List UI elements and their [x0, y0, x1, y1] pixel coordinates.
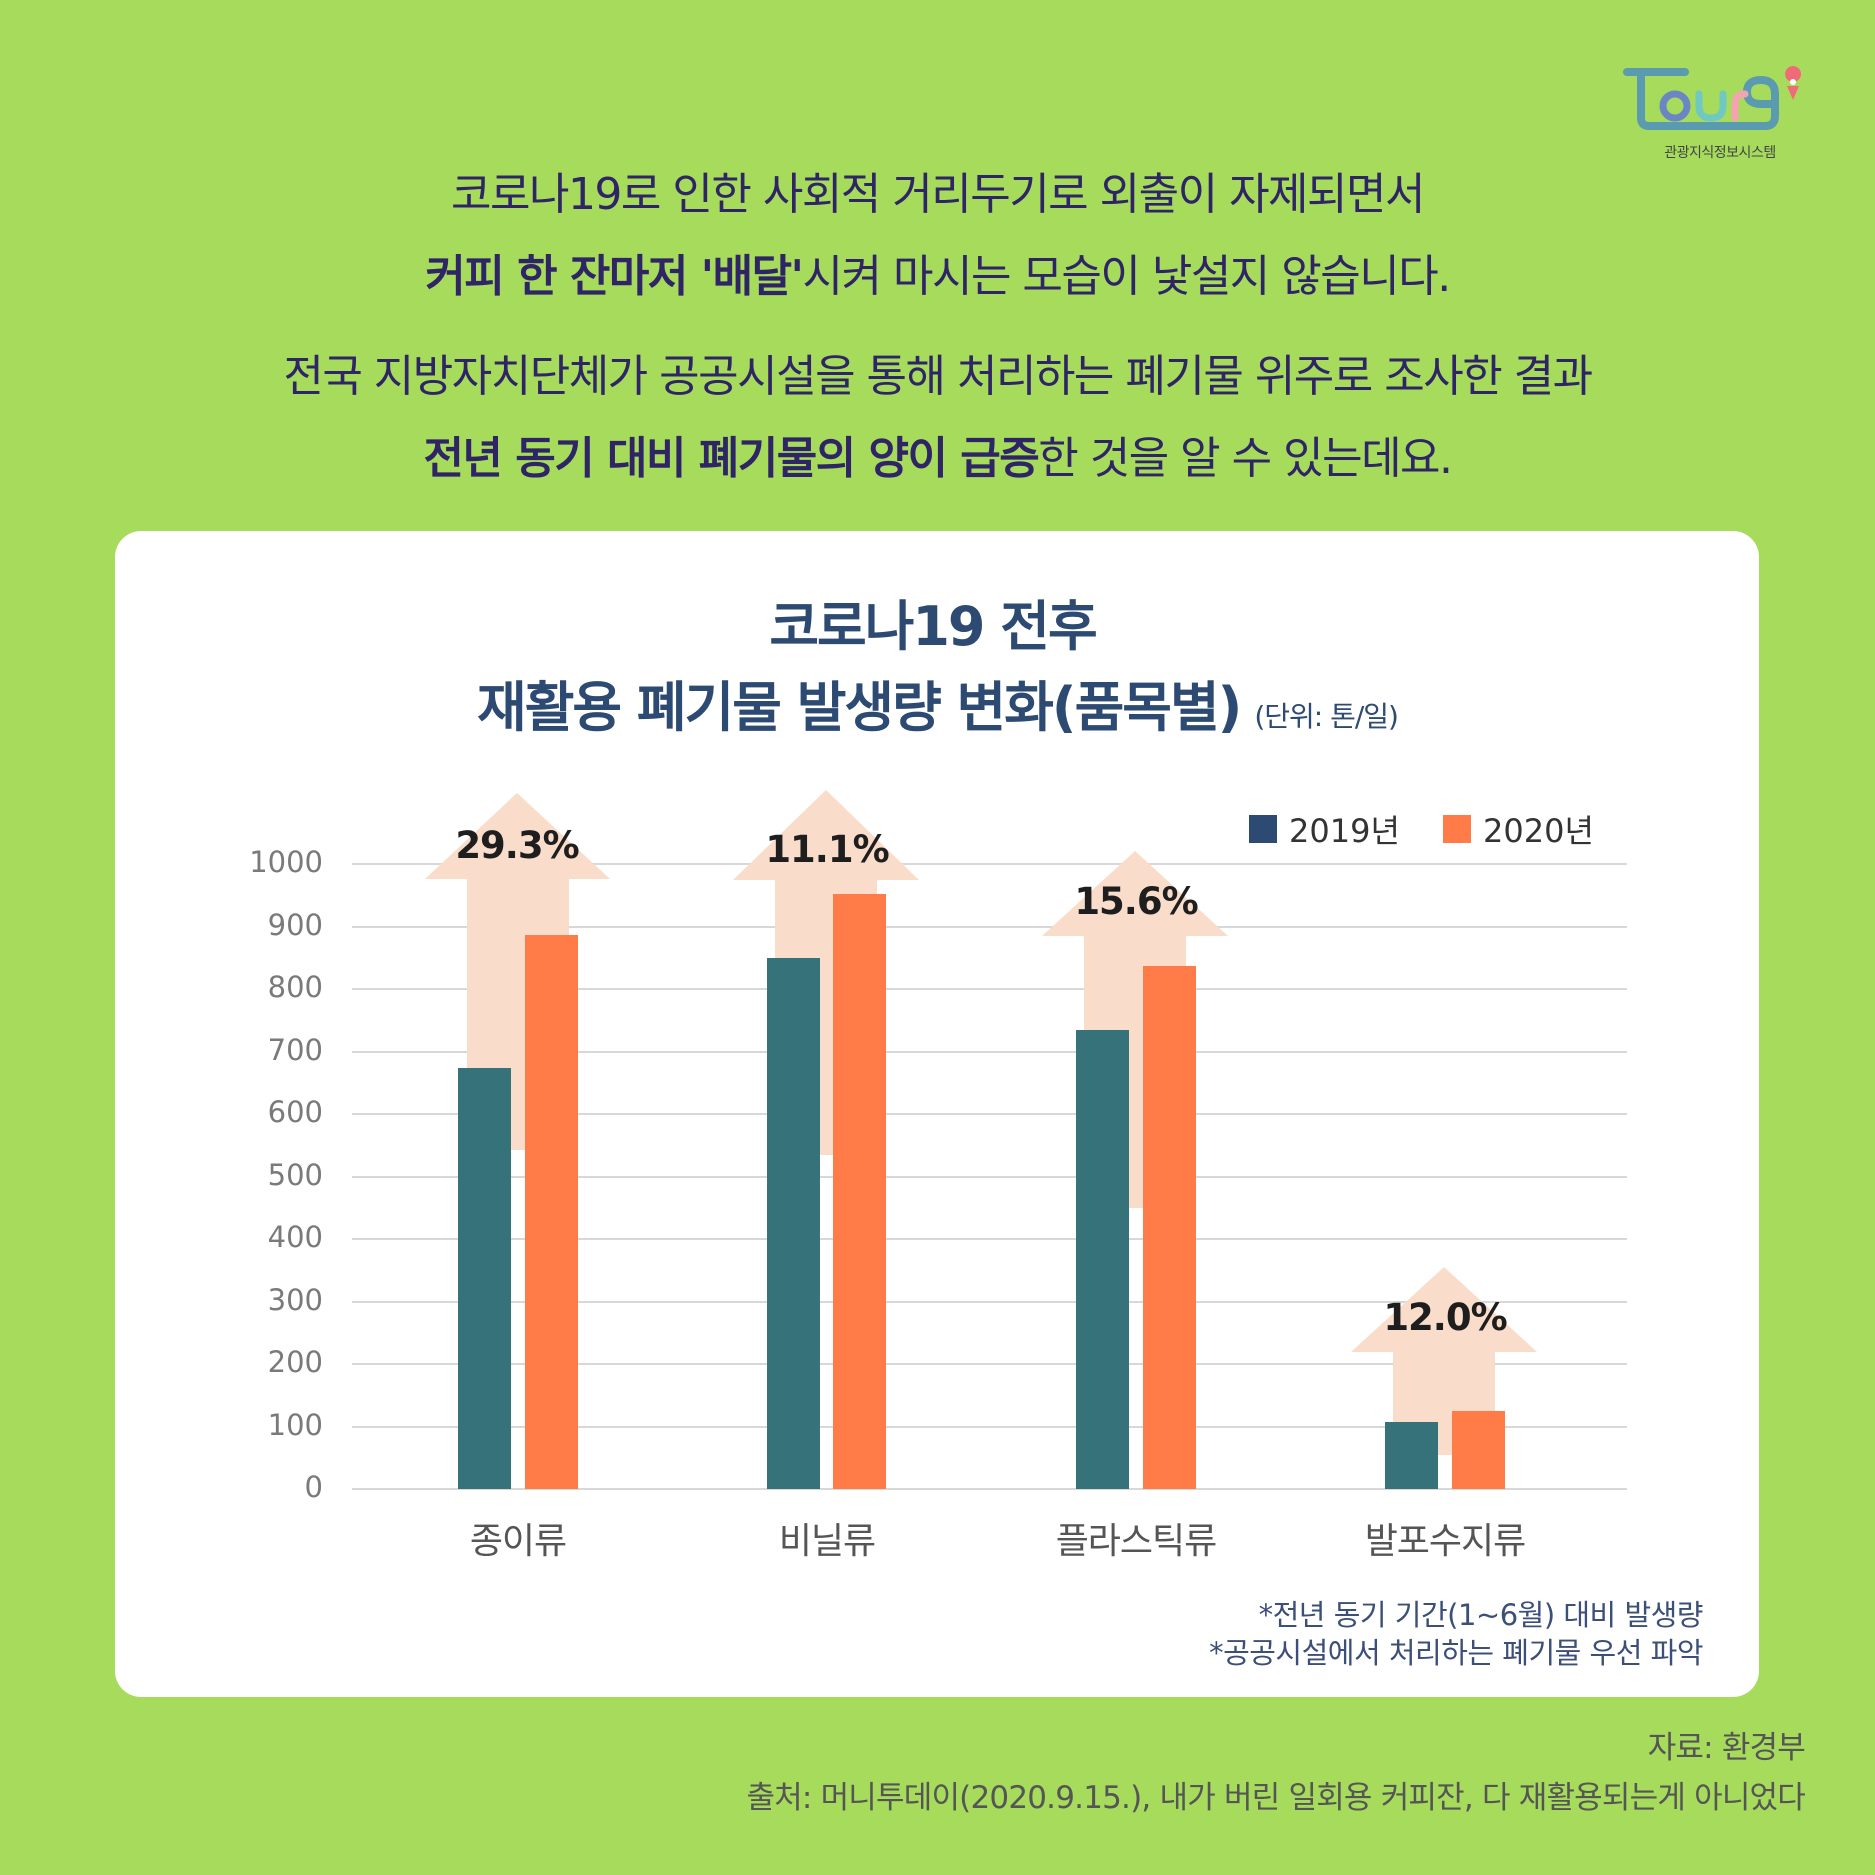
bar-eps-2020 — [1452, 1411, 1505, 1489]
y-tick: 800 — [267, 970, 323, 1004]
legend-label-2020: 2020년 — [1483, 812, 1594, 850]
unit-label: (단위: 톤/일) — [1254, 700, 1399, 733]
gridline — [352, 926, 1627, 928]
gridline — [352, 1176, 1627, 1178]
intro-line-2-rest: 시켜 마시는 모습이 낯설지 않습니다. — [802, 251, 1452, 302]
intro-line-3: 전국 지방자치단체가 공공시설을 통해 처리하는 폐기물 위주로 조사한 결과 — [283, 351, 1593, 402]
bar-plastic-2019 — [1076, 1030, 1129, 1489]
bar-vinyl-2019 — [767, 958, 820, 1489]
pct-label-paper: 29.3% — [455, 824, 579, 867]
chart-title-line-2: 재활용 폐기물 발생량 변화(품목별) (단위: 톤/일) — [0, 681, 1875, 735]
intro-line-1: 코로나19로 인한 사회적 거리두기로 외출이 자제되면서 — [451, 169, 1425, 220]
bar-paper-2019 — [458, 1068, 511, 1489]
chart-note-2: *공공시설에서 처리하는 폐기물 우선 파악 — [1209, 1636, 1703, 1670]
data-source: 자료: 환경부 — [1647, 1730, 1806, 1766]
legend-swatch-2019 — [1249, 815, 1277, 843]
y-tick: 400 — [267, 1220, 323, 1254]
intro-line-4-bold: 전년 동기 대비 폐기물의 양이 급증 — [423, 433, 1039, 484]
citation: 출처: 머니투데이(2020.9.15.), 내가 버린 일회용 커피잔, 다 … — [746, 1780, 1805, 1816]
y-tick: 1000 — [249, 845, 323, 879]
gridline — [352, 863, 1627, 865]
y-tick: 500 — [267, 1158, 323, 1192]
legend-label-2019: 2019년 — [1289, 812, 1400, 850]
gridline — [352, 1363, 1627, 1365]
chart-title-line-1: 코로나19 전후 — [769, 595, 1097, 658]
chart-note-1: *전년 동기 기간(1~6월) 대비 발생량 — [1258, 1598, 1704, 1632]
y-tick: 600 — [267, 1095, 323, 1129]
gridline — [352, 1426, 1627, 1428]
intro-line-2-bold: 커피 한 잔마저 '배달' — [425, 251, 804, 302]
y-tick: 700 — [267, 1033, 323, 1067]
bar-eps-2019 — [1385, 1422, 1438, 1489]
pct-label-eps: 12.0% — [1383, 1296, 1507, 1339]
y-tick: 900 — [267, 908, 323, 942]
pct-label-plastic: 15.6% — [1074, 880, 1198, 923]
tour9-logo — [1615, 60, 1805, 170]
bar-vinyl-2020 — [833, 894, 886, 1489]
category-label-paper: 종이류 — [469, 1521, 567, 1562]
y-tick: 0 — [304, 1470, 323, 1504]
chart-title-line-2-text: 재활용 폐기물 발생량 변화(품목별) — [477, 676, 1242, 739]
pct-label-vinyl: 11.1% — [765, 828, 889, 871]
arrow-up-icon — [1351, 1267, 1537, 1455]
legend-item-2019: 2019년 — [1249, 806, 1400, 852]
logo-subtitle: 관광지식정보시스템 — [1664, 145, 1776, 161]
gridline — [352, 1113, 1627, 1115]
gridline — [352, 1051, 1627, 1053]
bar-plastic-2020 — [1143, 966, 1196, 1489]
bar-paper-2020 — [525, 935, 578, 1489]
gridline — [352, 1238, 1627, 1240]
intro-line-2: 커피 한 잔마저 '배달'시켜 마시는 모습이 낯설지 않습니다. — [0, 255, 1875, 299]
intro-line-4: 전년 동기 대비 폐기물의 양이 급증한 것을 알 수 있는데요. — [0, 437, 1875, 481]
intro-line-4-rest: 한 것을 알 수 있는데요. — [1038, 433, 1453, 484]
gridline — [352, 1301, 1627, 1303]
category-label-eps: 발포수지류 — [1364, 1521, 1527, 1562]
y-tick: 300 — [267, 1283, 323, 1317]
gridline — [352, 988, 1627, 990]
gridline — [352, 1488, 1627, 1490]
category-label-plastic: 플라스틱류 — [1055, 1521, 1218, 1562]
y-tick: 100 — [267, 1408, 323, 1442]
category-label-vinyl: 비닐류 — [778, 1521, 876, 1562]
legend-item-2020: 2020년 — [1443, 806, 1594, 852]
legend-swatch-2020 — [1443, 815, 1471, 843]
y-tick: 200 — [267, 1345, 323, 1379]
